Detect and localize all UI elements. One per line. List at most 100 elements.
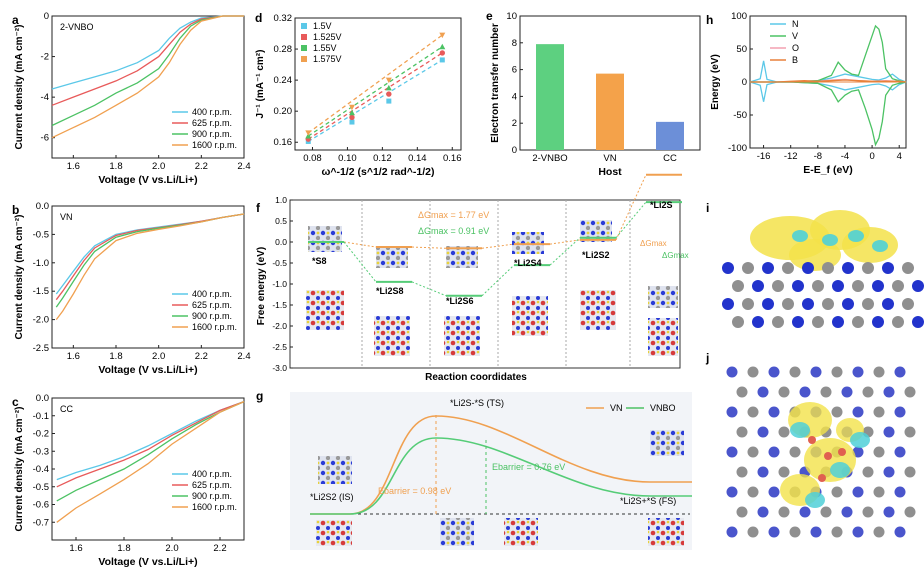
data-point <box>439 57 445 63</box>
y-tick-label: -0.3 <box>33 446 49 457</box>
y-tick-label: 0.28 <box>274 44 293 55</box>
g-curve-vnbo <box>310 437 692 515</box>
panel-d-koutecky-levich: 0.08 0.10 0.12 0.14 0.16 0.16 0.20 0.24 0.28 0.32… <box>255 11 462 178</box>
y-tick-label: -0.4 <box>33 464 49 475</box>
x-axis-label: Host <box>598 166 622 178</box>
y-tick-label: 6 <box>512 65 517 76</box>
data-point <box>349 114 355 121</box>
y-tick-label: -2 <box>41 52 49 63</box>
y-tick-label: 0.20 <box>274 106 293 117</box>
f-dg-vn: ΔGmax = 1.77 eV <box>418 210 489 220</box>
structure-image <box>512 232 544 254</box>
atom <box>831 526 843 538</box>
series-line <box>749 60 907 83</box>
y-tick-label: 10 <box>506 11 517 22</box>
atom <box>789 446 801 458</box>
structure-image <box>648 318 678 356</box>
y-tick-label: -0.6 <box>33 500 49 511</box>
panel-f-free-energy: *S8 *Li2S8 *Li2S6 *Li2S4 *Li2S2 *Li2S ΔG… <box>256 173 689 383</box>
atom <box>752 316 764 328</box>
y-tick-label: -1.5 <box>33 286 49 297</box>
legend-swatch <box>301 45 307 51</box>
charge-isosurface <box>830 462 850 478</box>
structure-image <box>376 246 408 268</box>
panel-h-dos: -16 -12 -8 -4 0 4 100 50 0 -50 -100 E-E_f (eV) Energ… <box>706 11 907 176</box>
panel-i-charge-density-side: i <box>706 201 924 340</box>
y-tick-label: -0.5 <box>33 482 49 493</box>
panel-label: d <box>255 11 262 25</box>
series-line <box>750 79 907 83</box>
atom <box>778 466 790 478</box>
f-ylabel: Free energy (eV) <box>256 247 267 325</box>
atom <box>882 262 894 274</box>
g-label-ts: *Li2S-*S (TS) <box>450 398 504 408</box>
x-tick-label: 2.0 <box>152 161 165 172</box>
f-label-li2s2: *Li2S2 <box>582 250 610 260</box>
f-dg-vnbo: ΔGmax = 0.91 eV <box>418 226 489 236</box>
series-line <box>51 15 244 127</box>
atom <box>912 280 924 292</box>
atom <box>842 262 854 274</box>
atom <box>789 526 801 538</box>
g-eb-vn: Ebarrier = 0.98 eV <box>378 486 451 496</box>
atom <box>862 298 874 310</box>
atom <box>873 406 885 418</box>
g-legend-vnbo: VNBO <box>650 403 676 413</box>
atom <box>799 386 811 398</box>
data-point <box>385 77 392 84</box>
x-tick-label: 0.10 <box>338 153 357 164</box>
x-tick-label: -12 <box>784 151 798 162</box>
atom <box>782 262 794 274</box>
atom <box>818 474 826 482</box>
atom <box>782 298 794 310</box>
atom <box>832 316 844 328</box>
legend-label: 400 r.p.m. <box>192 289 232 299</box>
bar <box>596 73 624 150</box>
x-tick-label: 4 <box>897 151 902 162</box>
atom <box>747 486 759 498</box>
structure-image <box>648 286 678 308</box>
x-tick-label: VN <box>603 153 616 164</box>
i-panel-label: i <box>706 201 709 215</box>
atom <box>852 486 864 498</box>
inset-title: CC <box>60 404 73 414</box>
atom <box>792 316 804 328</box>
atom <box>732 316 744 328</box>
y-tick-label: 0.0 <box>36 201 49 212</box>
panel-e-electron-transfer-bar: 0 2 4 6 8 10 2-VNBO VN CC Host Electron transfer n… <box>486 9 701 178</box>
structure-image <box>316 520 352 546</box>
atom <box>894 406 906 418</box>
plot-frame <box>294 17 462 151</box>
atom <box>732 280 744 292</box>
y-tick-label: 0.24 <box>274 75 293 86</box>
x-axis-label: Voltage (V vs.Li/Li+) <box>98 364 197 376</box>
x-tick-label: 0.12 <box>373 153 392 164</box>
legend-label: 625 r.p.m. <box>192 300 232 310</box>
y-tick-label: -0.2 <box>33 429 49 440</box>
atom <box>852 406 864 418</box>
g-panel-label: g <box>256 389 263 403</box>
y-tick-label: 2 <box>512 118 517 129</box>
y-tick-label: 0.32 <box>274 13 293 24</box>
atom <box>820 506 832 518</box>
f-panel-label: f <box>256 201 261 215</box>
x-tick-label: 0.14 <box>408 153 427 164</box>
atom <box>831 486 843 498</box>
atom <box>832 280 844 292</box>
atom <box>722 262 734 274</box>
y-tick-label: 4 <box>512 91 517 102</box>
fit-line <box>307 52 443 140</box>
y-tick-label: 0.5 <box>275 216 287 226</box>
f-label-li2s: *Li2S <box>650 200 673 210</box>
panel-b-cv-vn: 1.6 1.8 2.0 2.2 2.4 0.0 -0.5 -1.0 -1.5 -2.0 -2.5 Vo… <box>12 201 251 376</box>
x-tick-label: 0 <box>869 151 874 162</box>
y-tick-label: -2.0 <box>272 321 287 331</box>
atom <box>883 386 895 398</box>
structure-image <box>580 220 612 242</box>
atom <box>822 298 834 310</box>
atom <box>742 298 754 310</box>
charge-isosurface <box>805 492 825 508</box>
fit-line <box>307 46 443 137</box>
panel-label: c <box>12 395 19 409</box>
